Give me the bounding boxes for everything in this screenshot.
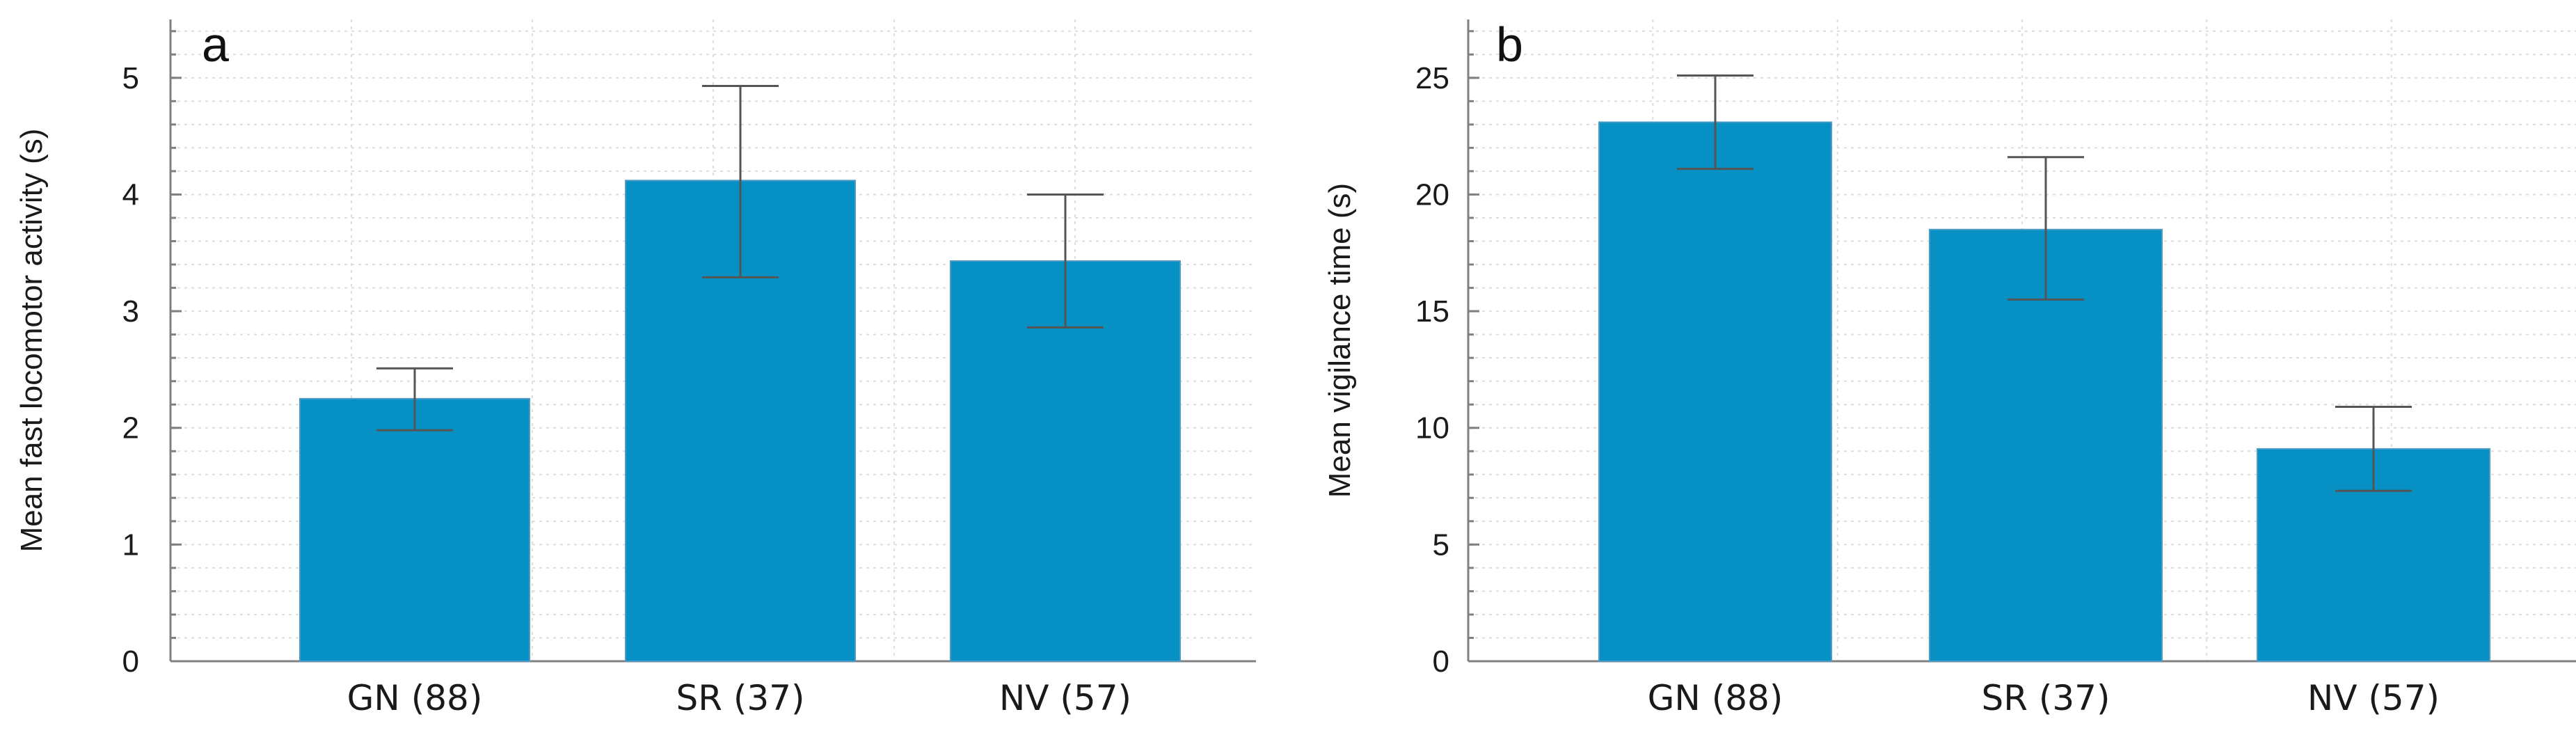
- bar-2: [1929, 228, 2163, 662]
- x-tick-label: GN (88): [347, 678, 483, 718]
- x-tick-label: GN (88): [1648, 678, 1783, 718]
- y-tick-label: 4: [122, 177, 139, 212]
- y-tick-label: 20: [1415, 177, 1449, 212]
- y-tick-label: 0: [1433, 645, 1449, 679]
- panel-label: a: [202, 17, 229, 72]
- bar-1: [1598, 121, 1832, 662]
- x-tick-label: NV (57): [999, 678, 1131, 718]
- chart-panel-b: 0 5 10 15 20 25 GN (88) SR (37) NV (57) Mean vigi…: [1323, 17, 2576, 718]
- y-tick-label: 3: [122, 294, 139, 329]
- y-tick-label: 15: [1415, 294, 1449, 329]
- y-tick-label: 0: [122, 645, 139, 679]
- y-tick-label: 5: [1433, 528, 1449, 562]
- y-tick-label: 25: [1415, 61, 1449, 95]
- x-tick-label: SR (37): [1981, 678, 2110, 718]
- y-axis-label: Mean fast locomotor activity (s): [15, 129, 49, 553]
- x-tick-label: SR (37): [676, 678, 804, 718]
- y-axis-label: Mean vigilance time (s): [1323, 183, 1357, 498]
- x-tick-label: NV (57): [2307, 678, 2440, 718]
- chart-panel-a: 0 1 2 3 4 5 GN (88) SR (37) NV (57) Mean fast loc…: [15, 17, 1256, 718]
- y-tick-label: 1: [122, 528, 139, 562]
- y-tick-label: 10: [1415, 411, 1449, 445]
- y-tick-label: 2: [122, 411, 139, 445]
- y-tick-label: 5: [122, 61, 139, 95]
- bar-1: [299, 397, 530, 662]
- panel-label: b: [1496, 17, 1523, 72]
